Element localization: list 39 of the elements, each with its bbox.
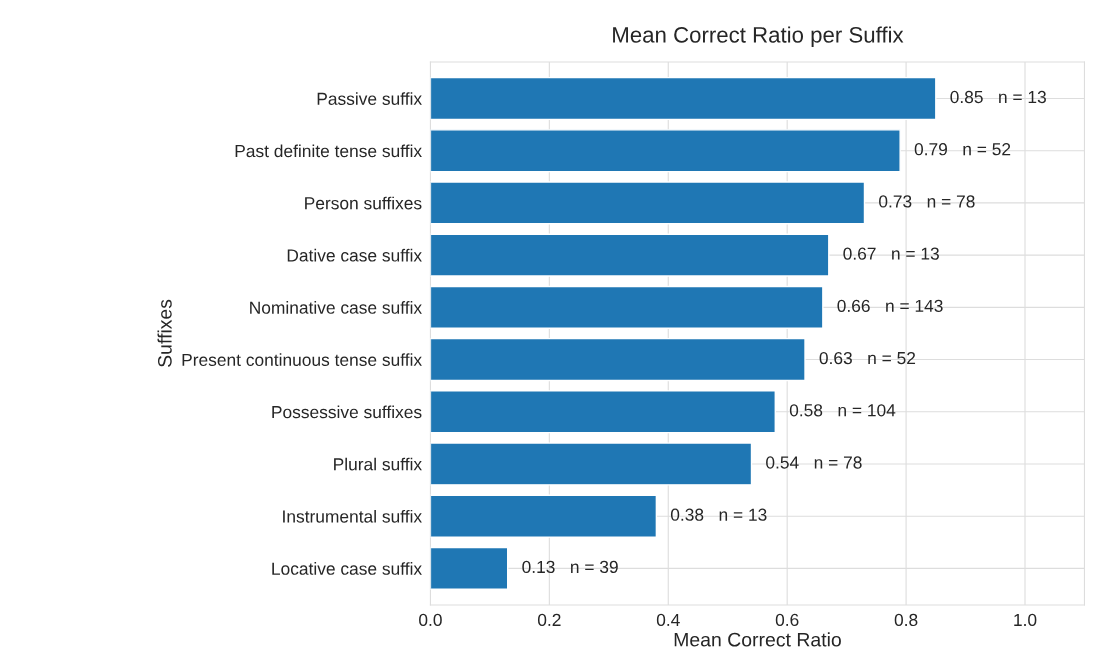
x-tick-label: 0.2 bbox=[537, 613, 561, 627]
bar bbox=[430, 337, 806, 382]
y-tick-label: Dative case suffix bbox=[287, 248, 422, 262]
data-label: 0.79 n = 52 bbox=[914, 143, 1011, 156]
y-tick-label: Plural suffix bbox=[334, 457, 422, 471]
data-label: 0.67 n = 13 bbox=[843, 247, 939, 260]
x-tick-label: 0.6 bbox=[775, 613, 799, 627]
bar bbox=[430, 233, 830, 277]
bar bbox=[430, 390, 776, 434]
x-tick-label: 0.4 bbox=[656, 613, 680, 627]
data-label: 0.73 n = 78 bbox=[879, 195, 975, 208]
x-tick-label: 0.8 bbox=[894, 613, 918, 627]
data-label: 0.63 n = 52 bbox=[819, 351, 916, 365]
y-tick-label: Person suffixes bbox=[305, 196, 422, 210]
y-tick-label: Nominative case suffix bbox=[250, 301, 422, 314]
y-tick-label: Passive suffix bbox=[317, 92, 422, 105]
x-tick-label: 1.0 bbox=[1014, 613, 1037, 627]
bar bbox=[430, 285, 824, 329]
bar bbox=[430, 546, 509, 590]
y-tick-label: Locative case suffix bbox=[272, 562, 422, 575]
data-label: 0.58 n = 104 bbox=[789, 404, 896, 417]
bar bbox=[430, 76, 937, 121]
y-tick-label: Present continuous tense suffix bbox=[182, 353, 422, 367]
data-label: 0.85 n = 13 bbox=[950, 90, 1046, 104]
y-tick-label: Past definite tense suffix bbox=[235, 144, 422, 158]
bar bbox=[430, 129, 901, 173]
y-tick-label: Instrumental suffix bbox=[283, 509, 422, 523]
chart-title: Mean Correct Ratio per Suffix bbox=[613, 26, 904, 48]
y-axis-title: Suffixes bbox=[157, 299, 172, 367]
data-label: 0.38 n = 13 bbox=[670, 508, 767, 521]
x-tick-label: 0.0 bbox=[419, 613, 442, 627]
data-label: 0.54 n = 78 bbox=[766, 456, 862, 469]
data-label: 0.66 n = 143 bbox=[837, 299, 943, 313]
x-axis-title: Mean Correct Ratio bbox=[674, 632, 841, 647]
bar bbox=[430, 442, 753, 486]
bar bbox=[430, 181, 866, 225]
bar bbox=[430, 494, 658, 538]
data-label: 0.13 n = 39 bbox=[522, 560, 618, 574]
y-tick-label: Possessive suffixes bbox=[272, 405, 422, 419]
